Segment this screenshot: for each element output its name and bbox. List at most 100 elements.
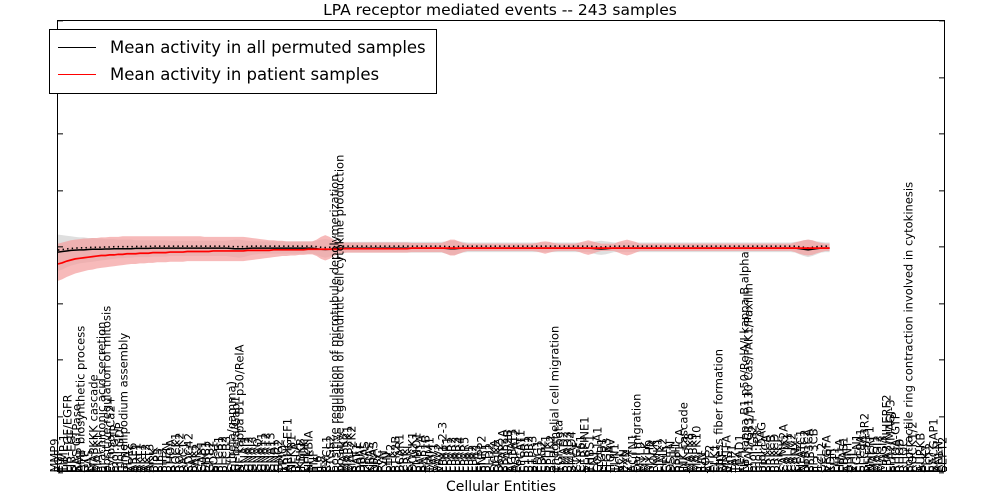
plot-svg xyxy=(58,234,830,281)
x-tick-mark xyxy=(678,467,680,471)
x-tick-mark xyxy=(424,467,426,471)
y-tick-mark-right xyxy=(939,20,944,22)
x-tick-mark xyxy=(928,467,930,471)
x-tick-mark xyxy=(58,467,60,471)
x-tick-mark xyxy=(467,467,469,471)
x-tick-mark xyxy=(342,467,344,471)
x-tick-mark xyxy=(540,467,542,471)
y-tick-mark xyxy=(58,472,63,474)
x-tick-mark xyxy=(454,467,456,471)
y-tick-mark xyxy=(58,415,63,418)
x-tick-mark xyxy=(70,467,73,471)
y-tick-mark-right xyxy=(939,246,944,248)
x-tick-mark xyxy=(480,467,482,471)
y-tick-mark-right xyxy=(939,76,944,79)
x-tick-mark xyxy=(691,467,693,471)
x-tick-mark xyxy=(820,467,823,471)
x-tick-mark xyxy=(760,467,762,471)
x-tick-mark xyxy=(75,467,77,471)
x-tick-mark xyxy=(846,467,848,471)
x-tick-mark xyxy=(329,467,331,471)
x-tick-mark xyxy=(450,467,452,471)
x-tick-mark xyxy=(243,467,245,471)
x-tick-mark xyxy=(96,467,98,471)
x-tick-mark xyxy=(458,467,460,471)
x-tick-mark xyxy=(135,467,137,471)
x-tick-mark xyxy=(114,467,116,471)
x-tick-mark xyxy=(338,467,340,471)
x-tick-mark xyxy=(510,467,512,471)
x-tick-mark xyxy=(217,467,219,471)
x-tick-mark xyxy=(385,467,387,471)
x-tick-mark xyxy=(333,467,335,471)
x-tick-mark xyxy=(506,467,508,471)
x-tick-mark xyxy=(101,467,103,471)
x-tick-mark xyxy=(308,467,310,471)
x-tick-mark xyxy=(631,467,633,471)
legend-label-permuted: Mean activity in all permuted samples xyxy=(110,38,426,57)
x-tick-mark xyxy=(131,467,133,471)
x-tick-mark xyxy=(730,467,732,471)
x-tick-mark xyxy=(527,467,529,471)
x-tick-mark xyxy=(519,467,521,471)
x-tick-mark xyxy=(79,467,81,471)
x-tick-mark xyxy=(264,467,266,471)
x-tick-mark xyxy=(256,467,258,471)
x-tick-mark xyxy=(799,467,801,471)
x-tick-mark xyxy=(187,467,189,471)
x-tick-mark xyxy=(575,467,577,471)
x-tick-mark xyxy=(376,467,379,471)
x-tick-mark xyxy=(411,467,413,471)
x-tick-mark xyxy=(312,467,314,471)
x-tick-mark xyxy=(170,467,172,471)
x-tick-mark xyxy=(183,467,185,471)
x-tick-mark xyxy=(161,467,163,471)
chart-title: LPA receptor mediated events -- 243 samp… xyxy=(323,1,677,19)
x-tick-mark xyxy=(825,467,827,471)
x-tick-mark xyxy=(721,467,723,471)
x-tick-mark xyxy=(885,467,887,471)
x-tick-mark xyxy=(687,467,689,471)
y-tick-mark xyxy=(58,189,63,192)
x-tick-mark xyxy=(747,467,749,471)
x-tick-mark xyxy=(644,467,646,471)
x-tick-mark xyxy=(152,467,154,471)
x-tick-mark xyxy=(596,467,598,471)
series-band-patient xyxy=(58,235,830,281)
plot-clip xyxy=(58,21,944,471)
x-tick-mark xyxy=(881,467,883,471)
x-tick-mark xyxy=(407,467,409,471)
x-tick-mark xyxy=(618,467,620,471)
x-tick-mark xyxy=(523,467,525,471)
x-tick-mark xyxy=(864,467,866,471)
x-tick-mark xyxy=(428,467,430,471)
x-tick-mark xyxy=(734,467,736,471)
x-tick-mark xyxy=(273,467,275,471)
x-tick-mark xyxy=(855,467,857,471)
x-tick-mark xyxy=(941,467,943,471)
x-tick-mark xyxy=(713,467,715,471)
x-tick-mark xyxy=(437,467,439,471)
x-tick-mark xyxy=(200,467,202,471)
x-tick-mark xyxy=(295,467,297,471)
x-tick-mark xyxy=(786,467,788,471)
x-tick-mark xyxy=(605,467,607,471)
x-tick-mark xyxy=(83,467,85,471)
x-tick-mark xyxy=(579,467,581,471)
x-tick-mark xyxy=(139,467,141,471)
y-tick-mark xyxy=(58,359,63,361)
x-tick-mark xyxy=(178,467,180,471)
x-tick-mark xyxy=(303,467,305,471)
x-tick-mark xyxy=(915,467,917,471)
x-tick-mark xyxy=(195,467,198,471)
x-tick-mark xyxy=(247,467,249,471)
x-tick-mark xyxy=(803,467,805,471)
x-tick-mark xyxy=(674,467,676,471)
chart-legend: Mean activity in all permuted samples Me… xyxy=(49,29,437,94)
x-tick-mark xyxy=(907,467,909,471)
x-tick-mark xyxy=(920,467,922,471)
x-tick-mark xyxy=(911,467,913,471)
x-tick-mark xyxy=(148,467,150,471)
y-tick-mark-right xyxy=(939,133,944,135)
x-tick-mark xyxy=(471,467,473,471)
